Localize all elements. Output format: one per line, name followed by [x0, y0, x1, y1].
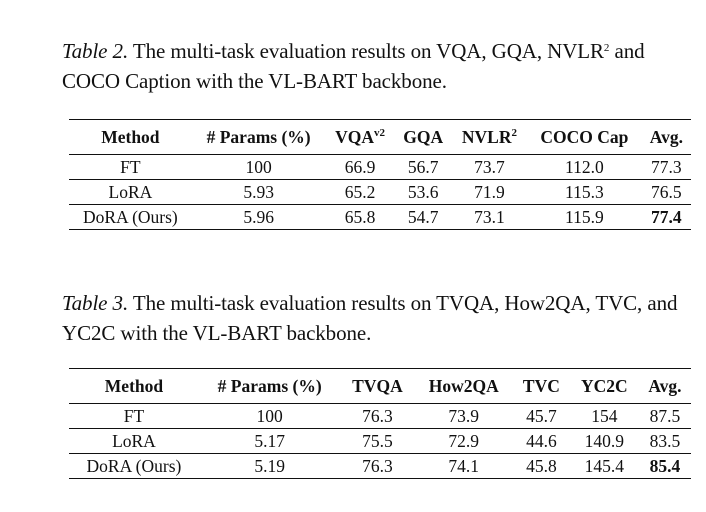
table2-caption-text: The multi-task evaluation results on VQA… [128, 39, 604, 63]
cell-how2qa: 74.1 [414, 453, 513, 479]
col-vqa-sup: v2 [374, 126, 385, 139]
cell-params: 5.19 [198, 453, 341, 479]
col-how2qa: How2QA [414, 368, 513, 404]
col-avg: Avg. [638, 368, 691, 404]
table2-header-row: Method # Params (%) VQAv2 GQA NVLR2 COCO… [69, 119, 691, 155]
cell-nvlr: 73.1 [451, 204, 528, 230]
table2-caption: Table 2. The multi-task evaluation resul… [62, 36, 692, 96]
col-params: # Params (%) [191, 119, 326, 155]
cell-yc2c: 140.9 [569, 428, 639, 454]
table-row: DoRA (Ours) 5.96 65.8 54.7 73.1 115.9 77… [69, 204, 691, 230]
table3-caption-text: The multi-task evaluation results on TVQ… [62, 291, 678, 345]
cell-tvc: 44.6 [513, 428, 570, 454]
col-vqa: VQAv2 [325, 119, 395, 155]
col-gqa: GQA [394, 119, 452, 155]
cell-avg-best: 85.4 [638, 453, 691, 479]
cell-method: FT [69, 403, 199, 429]
cell-tvqa: 76.3 [340, 403, 415, 429]
cell-avg: 76.5 [641, 179, 691, 205]
cell-method: FT [69, 154, 192, 180]
col-coco: COCO Cap [527, 119, 642, 155]
cell-how2qa: 73.9 [414, 403, 513, 429]
cell-vqa: 65.8 [325, 204, 395, 230]
table2-caption-text2: and COCO Caption with the VL-BART backbo… [62, 39, 645, 93]
col-params: # Params (%) [198, 368, 341, 404]
cell-gqa: 54.7 [394, 204, 452, 230]
cell-yc2c: 145.4 [569, 453, 639, 479]
col-nvlr-label: NVLR [461, 126, 512, 147]
table-row: LoRA 5.17 75.5 72.9 44.6 140.9 83.5 [69, 428, 691, 454]
col-tvc: TVC [513, 368, 570, 404]
cell-tvc: 45.7 [513, 403, 570, 429]
cell-coco: 115.9 [527, 204, 642, 230]
table3-header-row: Method # Params (%) TVQA How2QA TVC YC2C… [69, 368, 691, 404]
cell-params: 100 [191, 154, 326, 180]
table2-caption-label: Table 2. [62, 39, 129, 63]
table3-caption-label: Table 3. [62, 291, 129, 315]
cell-coco: 115.3 [527, 179, 642, 205]
cell-method: DoRA (Ours) [69, 453, 199, 479]
table2: Method # Params (%) VQAv2 GQA NVLR2 COCO… [69, 119, 691, 230]
col-nvlr-sup: 2 [511, 126, 517, 139]
cell-avg: 77.3 [641, 154, 691, 180]
table2-caption-sup: 2 [603, 42, 610, 54]
cell-params: 100 [198, 403, 341, 429]
cell-how2qa: 72.9 [414, 428, 513, 454]
cell-method: LoRA [69, 428, 199, 454]
col-tvqa: TVQA [340, 368, 415, 404]
table-row: FT 100 66.9 56.7 73.7 112.0 77.3 [69, 154, 691, 180]
cell-tvqa: 75.5 [340, 428, 415, 454]
col-vqa-label: VQA [335, 126, 374, 147]
cell-avg-best: 77.4 [641, 204, 691, 230]
table3: Method # Params (%) TVQA How2QA TVC YC2C… [69, 368, 691, 479]
cell-vqa: 65.2 [325, 179, 395, 205]
col-avg: Avg. [641, 119, 691, 155]
cell-tvqa: 76.3 [340, 453, 415, 479]
cell-method: LoRA [69, 179, 192, 205]
col-method: Method [69, 119, 192, 155]
cell-method: DoRA (Ours) [69, 204, 192, 230]
cell-tvc: 45.8 [513, 453, 570, 479]
col-method: Method [69, 368, 199, 404]
cell-avg: 87.5 [638, 403, 691, 429]
cell-params: 5.17 [198, 428, 341, 454]
table3-caption: Table 3. The multi-task evaluation resul… [62, 288, 692, 348]
col-yc2c: YC2C [569, 368, 639, 404]
cell-avg: 83.5 [638, 428, 691, 454]
cell-vqa: 66.9 [325, 154, 395, 180]
table-row: FT 100 76.3 73.9 45.7 154 87.5 [69, 403, 691, 429]
cell-params: 5.96 [191, 204, 326, 230]
cell-yc2c: 154 [569, 403, 639, 429]
cell-nvlr: 71.9 [451, 179, 528, 205]
cell-nvlr: 73.7 [451, 154, 528, 180]
cell-coco: 112.0 [527, 154, 642, 180]
table-row: DoRA (Ours) 5.19 76.3 74.1 45.8 145.4 85… [69, 453, 691, 479]
cell-gqa: 53.6 [394, 179, 452, 205]
cell-gqa: 56.7 [394, 154, 452, 180]
col-nvlr: NVLR2 [451, 119, 528, 155]
table-row: LoRA 5.93 65.2 53.6 71.9 115.3 76.5 [69, 179, 691, 205]
cell-params: 5.93 [191, 179, 326, 205]
